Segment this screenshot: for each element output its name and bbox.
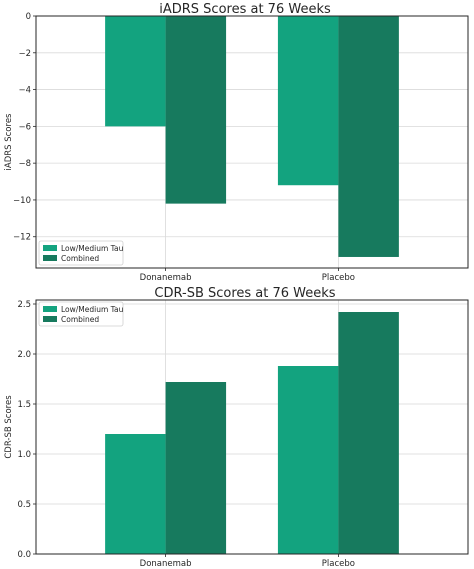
- y-tick-label: −6: [18, 122, 31, 132]
- cdr-sb-chart: CDR-SB Scores at 76 Weeks CDR-SB Scores …: [4, 286, 469, 569]
- y-axis-label: iADRS Scores: [4, 113, 14, 171]
- legend-label: Combined: [61, 254, 99, 263]
- legend-box: [38, 301, 124, 327]
- bar-combined-placebo: [338, 312, 399, 554]
- y-tick-label: −2: [18, 49, 31, 59]
- y-tick-label: 1.0: [17, 450, 31, 460]
- y-tick-label: −12: [13, 233, 31, 243]
- y-tick-label: 0.0: [17, 550, 31, 560]
- legend-swatch: [43, 306, 57, 312]
- bar-low-medium-tau-donanemab: [105, 16, 166, 127]
- x-tick-label: Donanemab: [140, 273, 192, 283]
- plot-frame: [35, 299, 469, 555]
- iadrs-chart: iADRS Scores at 76 Weeks iADRS Scores 0 −…: [4, 2, 469, 283]
- y-tick-label: −8: [18, 159, 31, 169]
- legend-swatch: [43, 316, 57, 322]
- y-tick-label: −10: [13, 196, 31, 206]
- y-axis-label: CDR-SB Scores: [4, 395, 14, 459]
- legend-label: Low/Medium Tau: [61, 244, 124, 253]
- bar-combined-donanemab: [165, 16, 227, 204]
- y-tick-label: 1.5: [17, 400, 31, 410]
- bar-low-medium-tau-donanemab: [105, 434, 166, 554]
- x-tick-label: Placebo: [322, 559, 355, 569]
- legend-box: [38, 240, 124, 266]
- legend-swatch: [43, 255, 57, 261]
- plot-frame: [35, 15, 469, 269]
- y-tick-label: −4: [18, 86, 31, 96]
- legend-label: Combined: [61, 315, 99, 324]
- bar-low-medium-tau-placebo: [277, 16, 339, 186]
- chart-title: iADRS Scores at 76 Weeks: [159, 2, 331, 17]
- legend-swatch: [43, 245, 57, 251]
- bar-combined-donanemab: [165, 382, 227, 554]
- y-tick-label: 0: [26, 12, 31, 22]
- y-tick-label: 0.5: [17, 500, 31, 510]
- x-tick-label: Donanemab: [140, 559, 192, 569]
- bar-low-medium-tau-placebo: [277, 366, 339, 554]
- y-tick-label: 2.0: [17, 350, 31, 360]
- bar-combined-placebo: [338, 16, 399, 257]
- legend-label: Low/Medium Tau: [61, 305, 124, 314]
- x-tick-label: Placebo: [322, 273, 355, 283]
- chart-title: CDR-SB Scores at 76 Weeks: [154, 286, 335, 301]
- y-tick-label: 2.5: [17, 300, 31, 310]
